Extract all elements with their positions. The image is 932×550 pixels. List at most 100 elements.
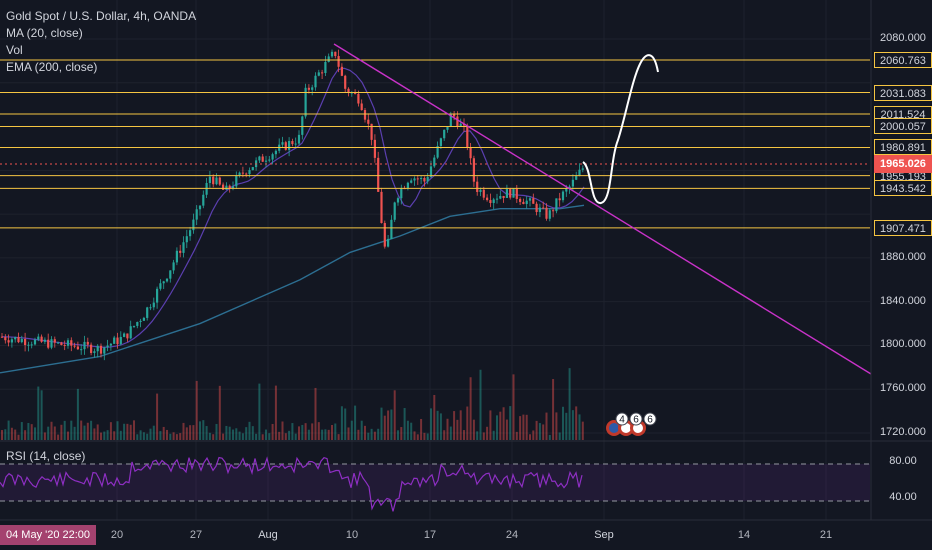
volume-bar — [17, 434, 20, 440]
candle-body — [165, 278, 169, 282]
candle-body — [0, 336, 4, 338]
volume-bar — [486, 426, 489, 440]
candle-body — [231, 186, 235, 189]
volume-bar — [195, 380, 198, 440]
price-tick-label: 1760.000 — [880, 382, 926, 395]
volume-bar — [317, 422, 320, 440]
candle-body — [271, 154, 274, 160]
candle-body — [538, 207, 541, 213]
volume-bar — [403, 408, 406, 440]
trend-line[interactable] — [333, 43, 872, 375]
candle-body — [149, 307, 152, 309]
volume-bar — [400, 427, 403, 440]
volume-bar — [129, 424, 132, 440]
volume-bar — [14, 429, 17, 440]
candle-body — [264, 160, 268, 162]
level-price-label: 2031.083 — [874, 84, 932, 101]
volume-bar — [83, 425, 86, 440]
vol-indicator-label[interactable]: Vol — [6, 43, 23, 57]
candle-body — [571, 179, 574, 187]
candle-body — [354, 92, 357, 94]
volume-bar — [265, 429, 267, 440]
candle-body — [245, 173, 248, 175]
time-tick-label: 17 — [423, 529, 437, 541]
volume-bar — [509, 406, 512, 440]
candle-body — [63, 345, 66, 347]
volume-bar — [37, 386, 40, 440]
candle-body — [17, 337, 20, 343]
chart-legend: Gold Spot / U.S. Dollar, 4h, OANDA MA (2… — [6, 8, 196, 76]
ema-indicator-label[interactable]: EMA (200, close) — [6, 60, 98, 74]
volume-bar — [364, 425, 366, 440]
horizontal-levels[interactable] — [0, 59, 870, 229]
volume-bar — [383, 415, 386, 440]
candle-body — [66, 340, 70, 346]
volume-bar — [100, 432, 102, 440]
symbol-title[interactable]: Gold Spot / U.S. Dollar, 4h, OANDA — [6, 9, 197, 23]
candle-body — [486, 197, 489, 201]
candle-body — [57, 342, 60, 344]
volume-bar — [63, 420, 66, 440]
volume-bar — [215, 423, 218, 440]
current-price-label: 1965.026 — [874, 155, 932, 173]
candle-body — [152, 302, 155, 308]
volume-bar — [179, 433, 182, 440]
candle-body — [198, 205, 202, 210]
candle-body — [294, 143, 297, 145]
candle-body — [482, 189, 485, 198]
volume-bar — [232, 429, 234, 440]
candle-body — [558, 198, 561, 201]
candle-body — [103, 347, 106, 354]
candle-body — [347, 88, 350, 93]
volume-bar — [261, 434, 264, 440]
volume-bar — [162, 426, 165, 440]
volume-bar — [334, 423, 337, 440]
price-tick-label: 1800.000 — [880, 338, 926, 351]
projection-curve[interactable] — [582, 54, 659, 204]
volume-bar — [562, 406, 564, 440]
candle-body — [410, 180, 413, 183]
candle-body — [291, 141, 294, 145]
candle-body — [175, 250, 178, 263]
volume-bar — [169, 433, 172, 440]
volume-bar — [568, 368, 571, 440]
volume-bar — [482, 432, 485, 440]
candle-body — [387, 238, 390, 247]
level-price-label: 1907.471 — [874, 219, 932, 236]
volume-bar — [225, 425, 228, 440]
candle-body — [53, 339, 56, 343]
candle-body — [106, 345, 109, 348]
ma-indicator-label[interactable]: MA (20, close) — [6, 26, 83, 40]
volume-bar — [47, 426, 50, 440]
volume-bar — [208, 432, 211, 440]
candle-body — [37, 336, 40, 340]
time-tick-label: Sep — [594, 529, 614, 541]
volume-bar — [525, 414, 528, 440]
rsi-indicator-label[interactable]: RSI (14, close) — [6, 449, 86, 463]
volume-bar — [70, 420, 73, 440]
candle-body — [515, 188, 518, 199]
candle-body — [426, 177, 429, 182]
candle-body — [337, 56, 340, 67]
candle-body — [528, 198, 532, 201]
candle-body — [344, 75, 347, 89]
candle-body — [449, 113, 452, 127]
volume-bar — [278, 431, 281, 440]
volume-bar — [67, 431, 69, 440]
candle-body — [235, 175, 238, 187]
candle-body — [548, 210, 551, 219]
candle-body — [139, 320, 142, 323]
volume-bar — [390, 409, 393, 440]
candle-body — [185, 236, 188, 243]
volume-bar — [496, 415, 498, 440]
candle-body — [109, 343, 112, 346]
volume-bar — [410, 422, 413, 440]
candle-body — [334, 51, 337, 57]
volume-bar — [393, 390, 396, 440]
level-price-label: 1943.542 — [874, 180, 932, 197]
rsi-tick-label: 40.00 — [889, 491, 917, 503]
volume-bar — [218, 385, 221, 440]
candle-body — [304, 87, 307, 117]
